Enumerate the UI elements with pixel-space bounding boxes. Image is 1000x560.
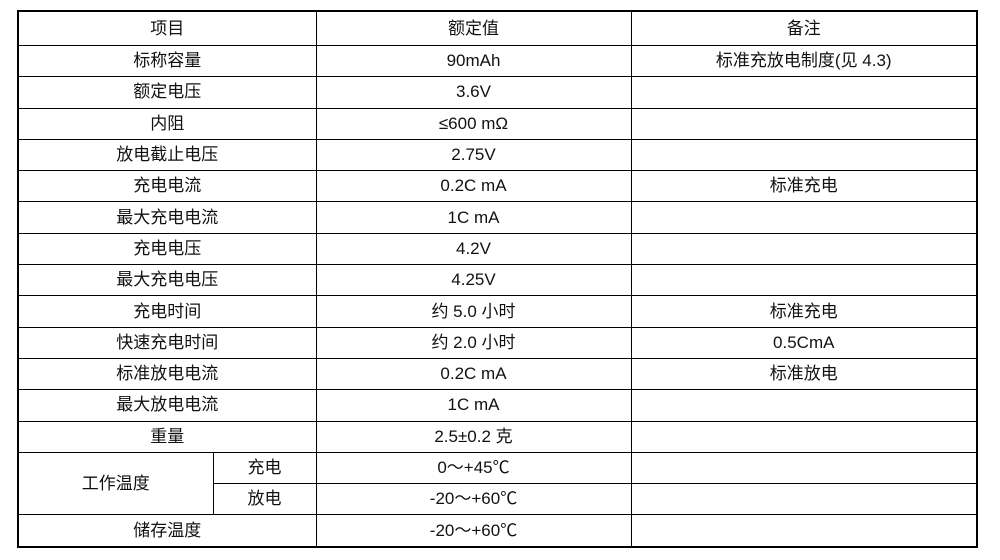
value-cell: 0.2C mA bbox=[315, 357, 632, 391]
item-cell: 充电电压 bbox=[17, 232, 317, 266]
value-cell: 约 5.0 小时 bbox=[315, 295, 632, 328]
table-row: 标准放电电流 0.2C mA 标准放电 bbox=[17, 357, 978, 391]
note-cell: 标准充电 bbox=[630, 295, 978, 328]
table-header-row: 项目 额定值 备注 bbox=[17, 10, 978, 46]
value-cell: 90mAh bbox=[315, 44, 632, 78]
table-row: 充电电流 0.2C mA 标准充电 bbox=[17, 170, 978, 203]
item-cell: 储存温度 bbox=[17, 514, 317, 548]
table-row: 放电截止电压 2.75V bbox=[17, 138, 978, 172]
value-cell: 约 2.0 小时 bbox=[315, 326, 632, 359]
item-cell: 快速充电时间 bbox=[17, 326, 317, 359]
note-cell bbox=[630, 264, 978, 297]
item-cell: 最大充电电压 bbox=[17, 264, 317, 297]
item-cell: 工作温度 bbox=[17, 451, 214, 516]
note-cell: 标准充电 bbox=[630, 170, 978, 203]
note-cell: 标准充放电制度(见 4.3) bbox=[630, 44, 978, 78]
table-row: 储存温度 -20～+60℃ bbox=[17, 514, 978, 548]
value-cell: 0～+45℃ bbox=[315, 451, 632, 485]
note-cell bbox=[630, 76, 978, 109]
item-cell: 内阻 bbox=[17, 107, 317, 140]
note-cell bbox=[630, 514, 978, 548]
item-cell: 标准放电电流 bbox=[17, 357, 317, 391]
note-cell: 标准放电 bbox=[630, 357, 978, 391]
item-cell: 标称容量 bbox=[17, 44, 317, 78]
value-cell: 1C mA bbox=[315, 389, 632, 422]
item-cell: 充电时间 bbox=[17, 295, 317, 328]
sub-item-cell: 放电 bbox=[212, 483, 317, 516]
table-row: 放电 -20～+60℃ bbox=[18, 483, 978, 516]
table-row: 快速充电时间约 2.0 小时 0.5CmA bbox=[17, 326, 978, 359]
value-cell: 2.75V bbox=[315, 138, 632, 172]
note-cell bbox=[630, 107, 978, 140]
value-cell: 4.2V bbox=[315, 232, 632, 266]
note-cell bbox=[630, 420, 978, 453]
sub-item-cell: 充电 bbox=[212, 451, 317, 485]
battery-spec-table: 项目 额定值 备注 标称容量 90mAh 标准充放电制度(见 4.3) 额定电压 3.6… bbox=[17, 10, 978, 548]
item-cell: 额定电压 bbox=[17, 76, 317, 109]
header-value: 额定值 bbox=[315, 10, 632, 46]
item-cell: 最大放电电流 bbox=[17, 389, 317, 422]
table-row: 充电电压 4.2V bbox=[17, 232, 978, 266]
value-cell: 4.25V bbox=[315, 264, 632, 297]
header-note: 备注 bbox=[630, 10, 978, 46]
note-cell bbox=[630, 232, 978, 266]
value-cell: 1C mA bbox=[315, 201, 632, 234]
value-cell: ≤600 mΩ bbox=[315, 107, 632, 140]
item-cell: 最大充电电流 bbox=[17, 201, 317, 234]
value-cell: -20～+60℃ bbox=[315, 483, 632, 516]
value-cell: 2.5±0.2 克 bbox=[315, 420, 632, 453]
item-cell: 充电电流 bbox=[17, 170, 317, 203]
table-row: 工作温度 充电 0～+45℃ bbox=[17, 451, 978, 516]
header-item: 项目 bbox=[17, 10, 317, 46]
note-cell bbox=[630, 389, 978, 422]
item-cell: 放电截止电压 bbox=[17, 138, 317, 172]
table-row: 最大充电电流 1C mA bbox=[17, 201, 978, 234]
value-cell: 3.6V bbox=[315, 76, 632, 109]
table-row: 标称容量 90mAh 标准充放电制度(见 4.3) bbox=[17, 44, 978, 78]
item-cell: 重量 bbox=[17, 420, 317, 453]
table-row: 重量 2.5±0.2 克 bbox=[17, 420, 978, 453]
table-row: 额定电压 3.6V bbox=[17, 76, 978, 109]
note-cell bbox=[630, 138, 978, 172]
note-cell: 0.5CmA bbox=[630, 326, 978, 359]
table-row: 内阻 ≤600 mΩ bbox=[17, 107, 978, 140]
table-row: 最大充电电压 4.25V bbox=[17, 264, 978, 297]
note-cell bbox=[630, 451, 978, 485]
table-row: 最大放电电流 1C mA bbox=[17, 389, 978, 422]
note-cell bbox=[630, 483, 978, 516]
value-cell: -20～+60℃ bbox=[315, 514, 632, 548]
value-cell: 0.2C mA bbox=[315, 170, 632, 203]
note-cell bbox=[630, 201, 978, 234]
table-row: 充电时间约 5.0 小时 标准充电 bbox=[17, 295, 978, 328]
